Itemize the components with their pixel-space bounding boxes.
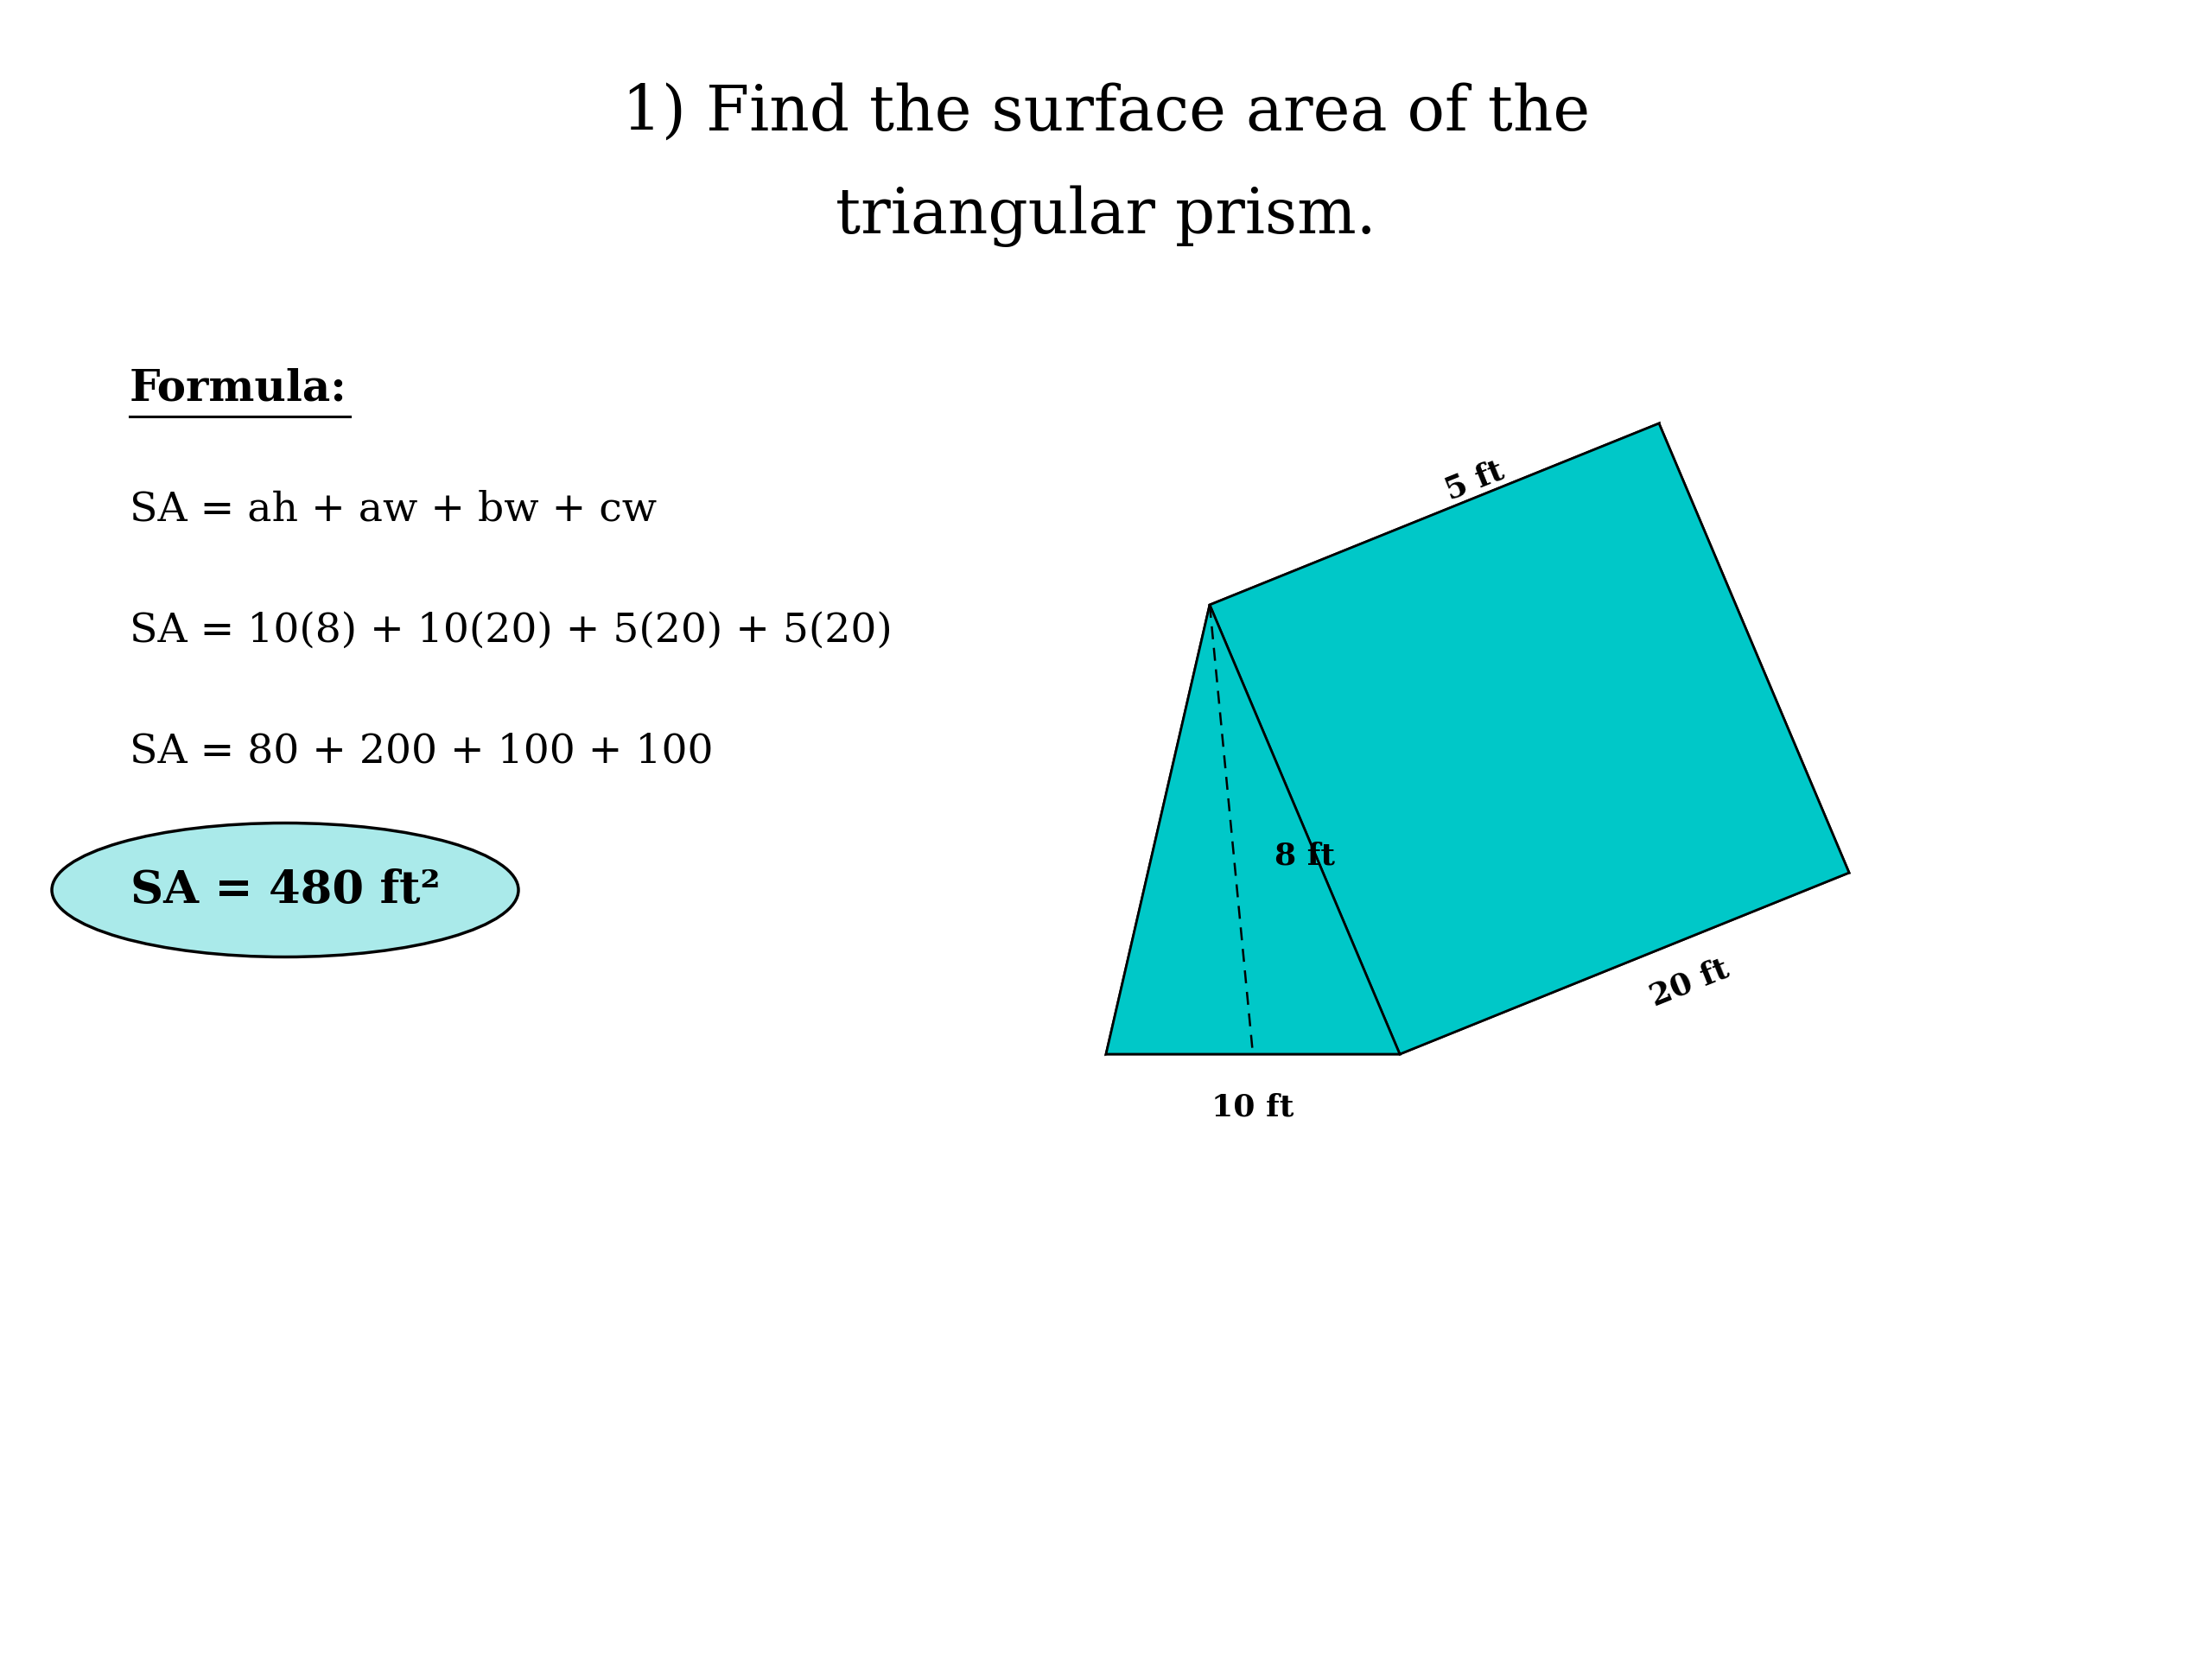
Text: 1) Find the surface area of the: 1) Find the surface area of the bbox=[622, 81, 1590, 143]
Polygon shape bbox=[1210, 423, 1849, 1053]
Text: 10 ft: 10 ft bbox=[1212, 1093, 1294, 1123]
Polygon shape bbox=[1106, 873, 1849, 1053]
Polygon shape bbox=[1106, 606, 1400, 1053]
Text: SA = 480 ft²: SA = 480 ft² bbox=[131, 868, 440, 912]
Text: 20 ft: 20 ft bbox=[1646, 954, 1734, 1012]
Text: 8 ft: 8 ft bbox=[1274, 841, 1336, 869]
Polygon shape bbox=[1106, 423, 1659, 1053]
Text: SA = 80 + 200 + 100 + 100: SA = 80 + 200 + 100 + 100 bbox=[131, 732, 712, 771]
Polygon shape bbox=[1555, 423, 1849, 873]
Text: triangular prism.: triangular prism. bbox=[836, 186, 1376, 247]
Text: SA = ah + aw + bw + cw: SA = ah + aw + bw + cw bbox=[131, 491, 657, 529]
Ellipse shape bbox=[51, 823, 518, 957]
Text: Formula:: Formula: bbox=[131, 368, 347, 410]
Text: SA = 10(8) + 10(20) + 5(20) + 5(20): SA = 10(8) + 10(20) + 5(20) + 5(20) bbox=[131, 611, 891, 650]
Text: 5 ft: 5 ft bbox=[1440, 456, 1509, 506]
